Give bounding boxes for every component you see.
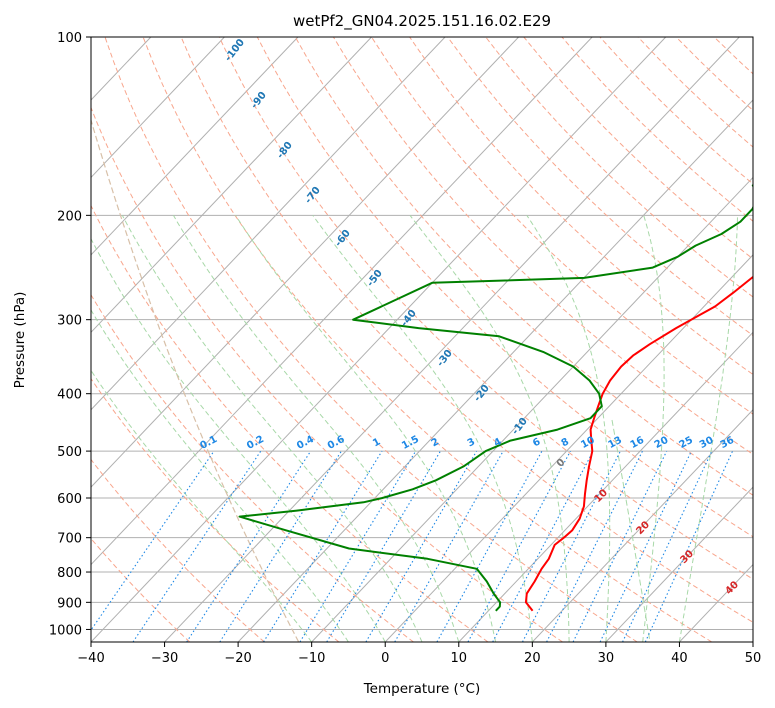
x-tick-label: 30 [598,651,615,666]
temperature-line [524,275,753,612]
dry-adiabat-line [91,293,414,642]
isotherm-line [531,408,753,642]
dewpoint-line [238,184,753,612]
isotherm-line [384,254,753,642]
x-tick-label: 10 [451,651,468,666]
dry-adiabat-line [218,37,753,580]
moist-adiabat-line [91,237,386,642]
dry-adiabat-line [142,37,713,642]
moist-adiabat-line [121,215,423,642]
isotherm-line [0,37,4,642]
mixing-ratio-line [436,450,543,642]
y-tick-label: 100 [57,31,82,46]
y-tick-label: 300 [57,314,82,329]
dry-adiabat-line [91,106,563,642]
mixing-ratio-label: 2 [430,436,441,449]
curved-guide-line [91,118,300,642]
x-tick-label: −20 [224,651,251,666]
mixing-ratio-label: 1 [371,436,382,449]
dry-adiabat-line [485,37,753,298]
mixing-ratio-line [644,450,734,642]
mixing-ratio-line [467,450,571,642]
moist-adiabat-line [235,215,497,642]
y-tick-label: 600 [57,492,82,507]
y-axis: 100 200 300 400 500 600 700 800 900 1000 [49,31,91,638]
mixing-ratio-label: 8 [560,436,571,449]
dry-adiabat-line [91,537,191,642]
y-axis-label: Pressure (hPa) [12,292,28,389]
mixing-ratio-line [394,450,504,642]
mixing-ratio-line [263,450,383,642]
plot-background [91,37,753,642]
isotherm-line [91,37,593,566]
y-tick-label: 1000 [49,623,82,638]
isotherm-line [311,176,753,642]
moist-adiabat-line [678,215,738,642]
mixing-ratio-label: 6 [531,436,542,449]
mixing-ratio-line [365,450,478,642]
isotherm-line [164,37,740,642]
x-tick-label: 0 [381,651,389,666]
x-axis: −40 −30 −20 −10 0 10 20 30 40 50 [77,642,761,666]
mixing-ratio-line [219,450,342,642]
dry-adiabat-line [751,37,753,39]
mixing-ratio-line [572,450,668,642]
mixing-ratio-label: 3 [466,436,477,449]
guide-lines [0,37,753,642]
isotherm-line [91,37,520,488]
isotherm-line [605,486,753,642]
isotherm-line [91,37,225,179]
y-tick-label: 400 [57,388,82,403]
dry-adiabat-line [104,37,638,642]
moist-adiabat-line [642,215,665,642]
dry-adiabat-line [256,37,753,538]
moist-adiabat-line [312,215,533,642]
mixing-ratio-line [326,450,441,642]
dry-adiabat-line [91,204,489,642]
y-tick-label: 500 [57,445,82,460]
isotherm-line [752,641,753,642]
y-tick-label: 800 [57,566,82,581]
x-axis-label: Temperature (°C) [363,681,481,697]
mixing-ratio-line [91,450,215,632]
isotherm-line [458,331,753,642]
moist-adiabat-line [172,215,460,642]
mixing-ratio-label: 4 [492,436,503,449]
x-tick-label: 20 [524,651,541,666]
isotherm-line [91,37,446,411]
x-tick-label: 50 [745,651,762,666]
mixing-ratio-line [599,450,692,642]
y-tick-label: 200 [57,209,82,224]
moist-adiabat-line [91,309,349,642]
isotherm-line [91,37,299,256]
dry-adiabat-line [91,458,265,642]
plot-frame [90,36,754,643]
x-tick-label: −10 [298,651,325,666]
dry-adiabat-line [180,37,753,623]
dry-adiabat-line [447,37,753,337]
dry-adiabat-line [371,37,753,415]
moist-adiabat-line [526,215,611,642]
y-tick-label: 900 [57,596,82,611]
mixing-ratio-line [299,450,417,642]
moist-adiabat-line [409,214,570,642]
x-tick-label: 40 [671,651,688,666]
x-tick-label: −30 [151,651,178,666]
isotherm-line [91,37,667,642]
isotherm-line [91,37,372,334]
y-tick-label: 700 [57,532,82,547]
data-series [238,184,753,612]
isotherm-line [237,99,753,642]
chart-title: wetPf2_GN04.2025.151.16.02.E29 [293,12,551,31]
x-tick-label: −40 [77,651,104,666]
mixing-ratio-line [622,450,713,642]
